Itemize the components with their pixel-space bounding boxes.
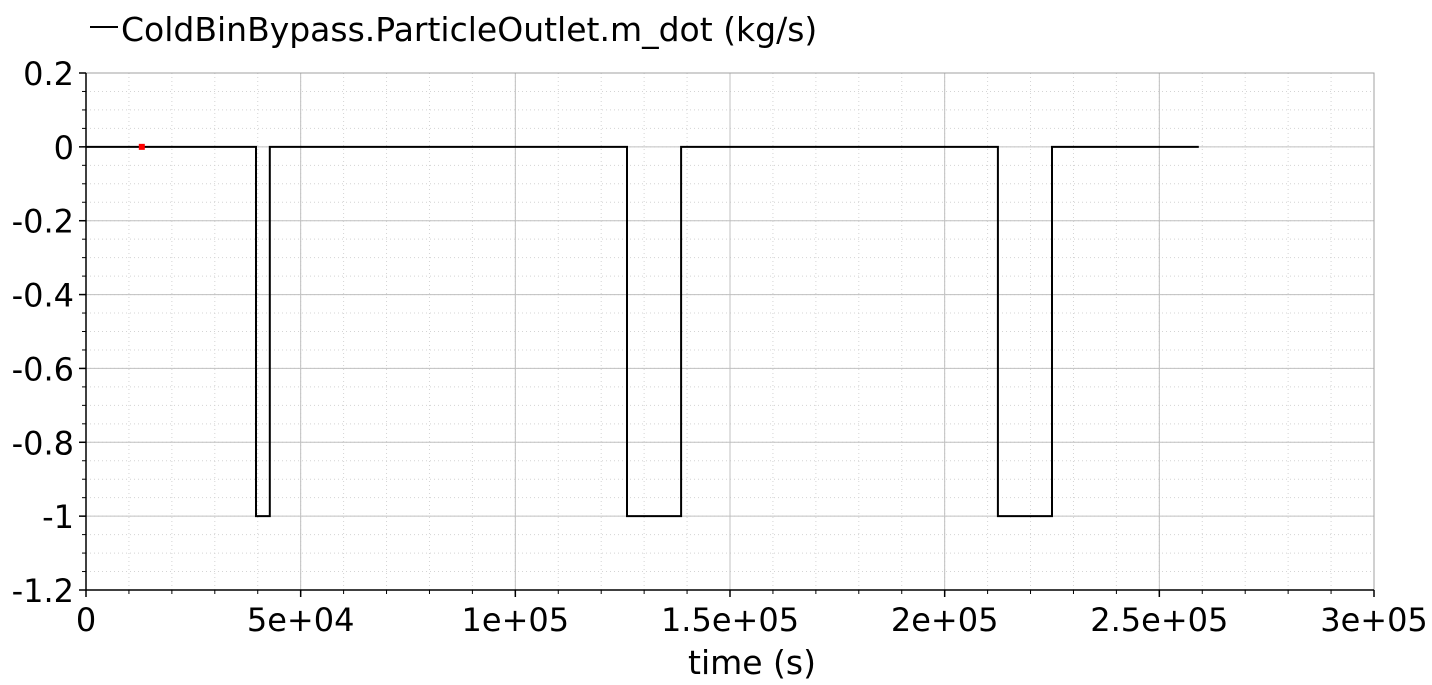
x-tick-label: 3e+05 <box>1320 601 1428 639</box>
x-tick-label: 5e+04 <box>247 601 355 639</box>
x-tick-label: 1e+05 <box>462 601 570 639</box>
major-grid <box>85 72 1375 591</box>
legend[interactable]: ColdBinBypass.ParticleOutlet.m_dot (kg/s… <box>90 10 817 49</box>
current-value-marker <box>138 143 145 150</box>
y-tick-label: -0.4 <box>12 277 74 315</box>
y-tick-label: -1.2 <box>12 572 74 610</box>
y-tick-label: -1 <box>42 498 74 536</box>
x-tick-label: 2e+05 <box>891 601 999 639</box>
legend-label: ColdBinBypass.ParticleOutlet.m_dot (kg/s… <box>121 10 817 49</box>
x-axis-title: time (s) <box>688 643 816 682</box>
axis-ticks: 0 5e+04 1e+05 1.5e+05 2e+05 2.5e+05 3e+050.20-… <box>12 55 1428 639</box>
y-tick-label: -0.2 <box>12 203 74 241</box>
x-tick-label: 0 <box>76 601 96 639</box>
series-layer <box>86 143 1199 518</box>
x-tick-label: 1.5e+05 <box>661 601 799 639</box>
series-line-0 <box>86 145 1199 518</box>
x-tick-label: 2.5e+05 <box>1090 601 1228 639</box>
y-tick-label: -0.6 <box>12 350 74 388</box>
y-tick-label: 0 <box>54 129 74 167</box>
y-tick-label: 0.2 <box>23 55 74 93</box>
y-tick-label: -0.8 <box>12 424 74 462</box>
